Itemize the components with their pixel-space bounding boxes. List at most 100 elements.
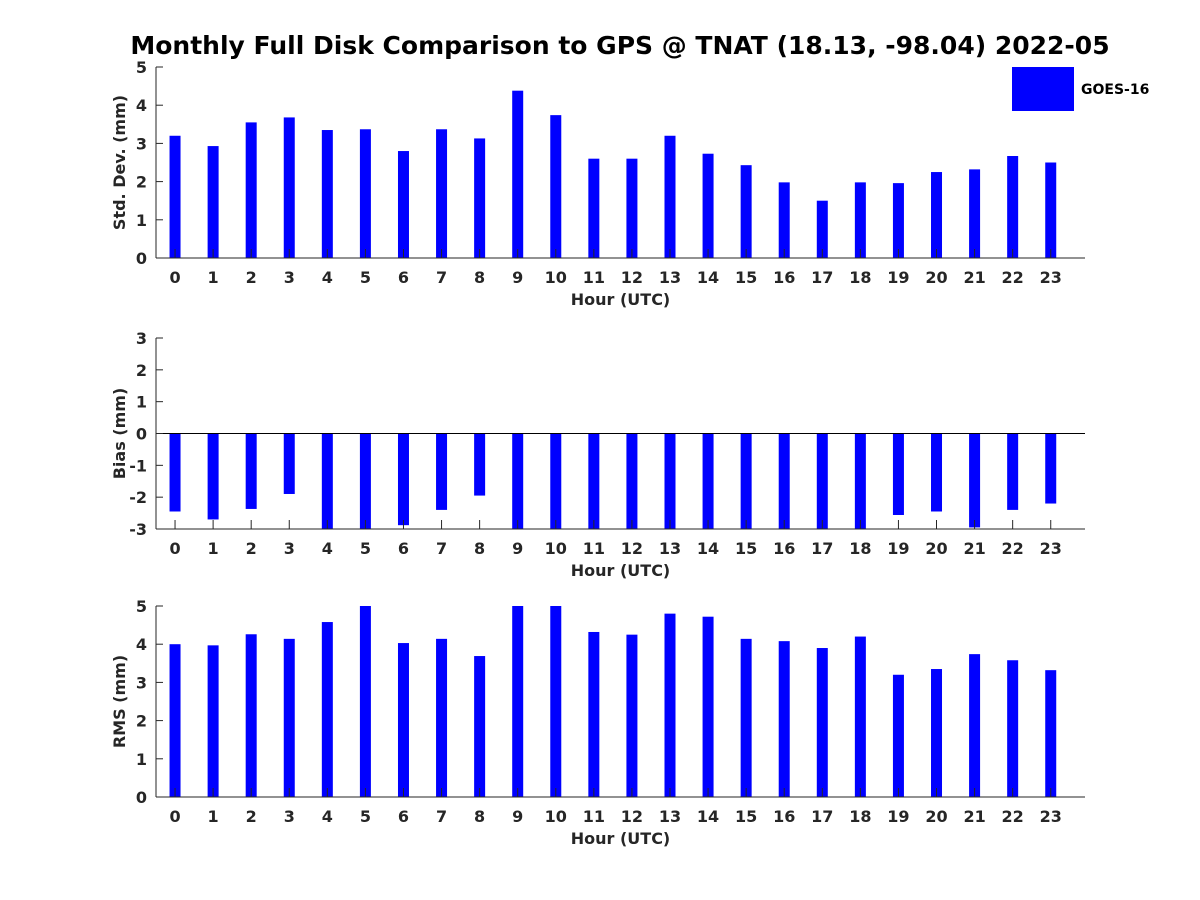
bar [474, 433, 486, 496]
y-tick-label: 0 [136, 788, 147, 807]
x-tick-label: 1 [208, 807, 219, 826]
y-tick-label: 4 [136, 635, 147, 654]
x-tick-label: 16 [773, 539, 795, 558]
bar [512, 606, 524, 797]
bar [626, 634, 638, 797]
bar [283, 433, 295, 494]
bar [474, 656, 486, 797]
bar [702, 616, 714, 797]
x-tick-label: 15 [735, 539, 757, 558]
bar [474, 138, 486, 258]
bars [169, 433, 1057, 529]
bar [207, 433, 219, 520]
y-axis-label: RMS (mm) [110, 655, 129, 748]
y-tick-label: -2 [129, 488, 147, 507]
bar [512, 433, 524, 529]
bar [359, 129, 371, 258]
bar [359, 433, 371, 529]
bar [816, 433, 828, 529]
y-tick-label: 3 [136, 134, 147, 153]
bar [550, 115, 562, 258]
y-tick-label: 3 [136, 329, 147, 348]
bar [892, 183, 904, 258]
x-tick-label: 19 [887, 539, 909, 558]
figure-title: Monthly Full Disk Comparison to GPS @ TN… [130, 31, 1109, 60]
x-tick-label: 20 [925, 539, 947, 558]
x-tick-label: 16 [773, 268, 795, 287]
bar [969, 654, 981, 797]
bar [245, 634, 257, 797]
x-tick-label: 13 [659, 268, 681, 287]
x-tick-label: 2 [246, 268, 257, 287]
y-tick-label: 5 [136, 58, 147, 77]
x-tick-label: 17 [811, 807, 833, 826]
x-tick-label: 20 [925, 268, 947, 287]
x-tick-label: 13 [659, 539, 681, 558]
x-tick-label: 7 [436, 268, 447, 287]
y-tick-label: 1 [136, 393, 147, 412]
bar [1007, 433, 1019, 510]
y-axis-label: Bias (mm) [110, 388, 129, 480]
x-tick-label: 14 [697, 268, 719, 287]
x-tick-label: 0 [169, 268, 180, 287]
bar [1007, 660, 1019, 797]
y-tick-label: 1 [136, 750, 147, 769]
y-tick-label: 2 [136, 173, 147, 192]
x-tick-label: 18 [849, 268, 871, 287]
x-tick-label: 3 [284, 268, 295, 287]
x-tick-label: 10 [545, 268, 567, 287]
bar [169, 135, 181, 258]
x-tick-label: 10 [545, 807, 567, 826]
x-tick-label: 7 [436, 807, 447, 826]
bar [740, 638, 752, 797]
y-tick-label: 4 [136, 96, 147, 115]
legend-label: GOES-16 [1081, 82, 1149, 98]
y-tick-label: -1 [129, 456, 147, 475]
bar [283, 117, 295, 258]
x-tick-label: 6 [398, 539, 409, 558]
bar [664, 433, 676, 529]
bar [1045, 162, 1057, 258]
bar [626, 433, 638, 529]
bar [283, 638, 295, 797]
bar [702, 433, 714, 529]
x-tick-label: 17 [811, 539, 833, 558]
x-tick-label: 13 [659, 807, 681, 826]
bar [321, 130, 333, 258]
x-tick-label: 21 [963, 268, 985, 287]
bar [321, 433, 333, 529]
bars [169, 606, 1057, 797]
bar [245, 122, 257, 258]
x-tick-label: 5 [360, 807, 371, 826]
x-tick-label: 6 [398, 807, 409, 826]
bar [892, 674, 904, 797]
bar [740, 165, 752, 258]
y-tick-label: -3 [129, 520, 147, 539]
y-tick-label: 3 [136, 673, 147, 692]
bar [854, 636, 866, 797]
x-tick-label: 14 [697, 807, 719, 826]
x-axis-label: Hour (UTC) [571, 561, 671, 580]
bar [892, 433, 904, 515]
y-tick-label: 5 [136, 597, 147, 616]
bar [931, 669, 943, 797]
bar [969, 433, 981, 528]
bar [550, 606, 562, 797]
x-tick-label: 11 [583, 268, 605, 287]
bar [436, 638, 448, 797]
x-tick-label: 6 [398, 268, 409, 287]
bar [436, 433, 448, 510]
x-tick-label: 8 [474, 807, 485, 826]
x-tick-label: 7 [436, 539, 447, 558]
bar [397, 151, 409, 258]
x-tick-label: 8 [474, 539, 485, 558]
y-tick-label: 0 [136, 425, 147, 444]
x-tick-label: 0 [169, 539, 180, 558]
bar [1045, 433, 1057, 504]
bar [1007, 156, 1019, 258]
x-tick-label: 18 [849, 539, 871, 558]
bar [588, 158, 600, 258]
